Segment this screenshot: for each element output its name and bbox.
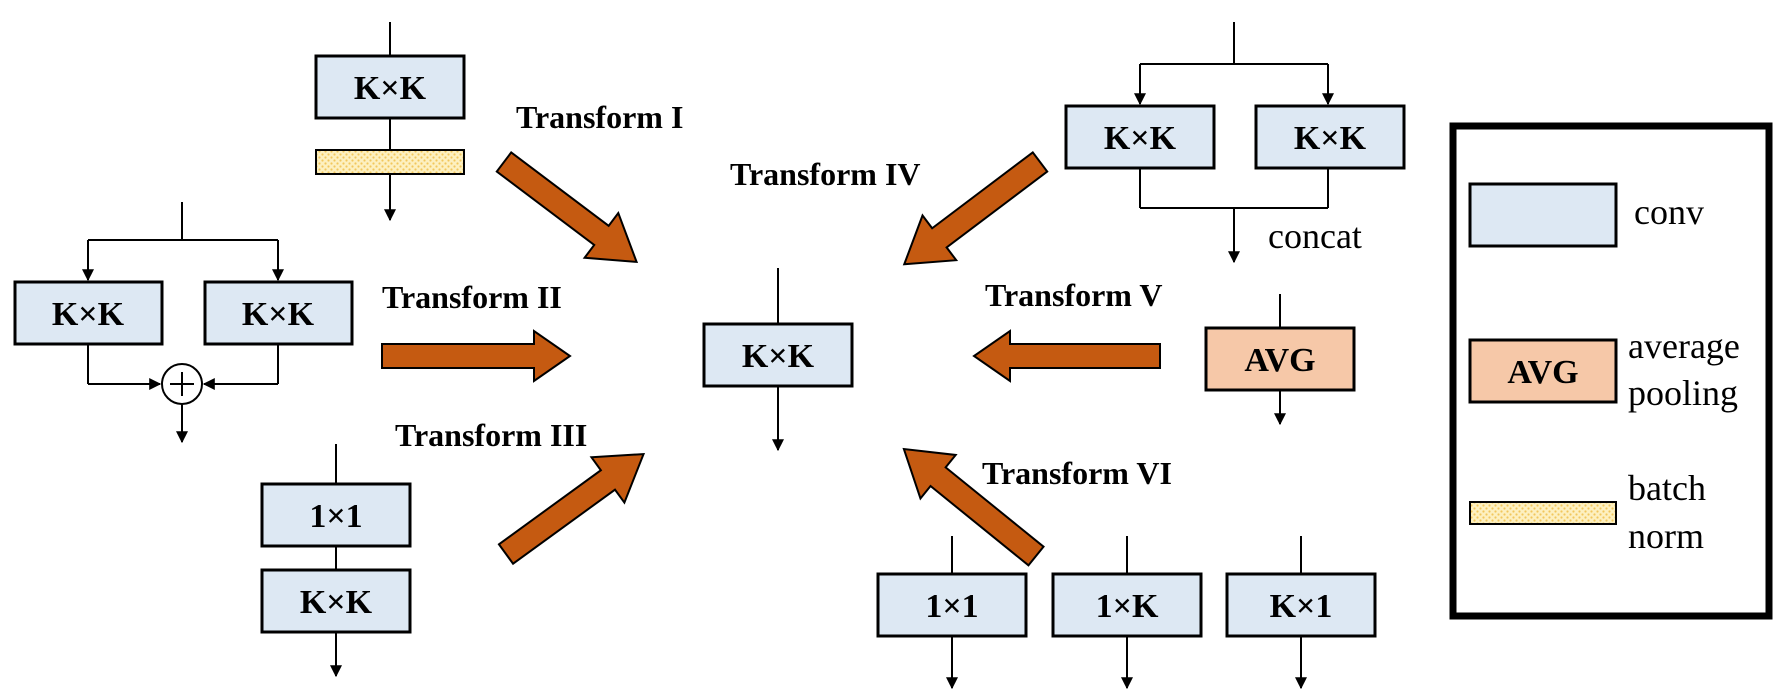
center-conv-label: K×K [742, 338, 815, 375]
t3-1x1-conv-label: 1×1 [309, 498, 362, 535]
t3-kxk-conv-label: K×K [300, 584, 373, 621]
transform-vi-block: 1×1 1×K K×1 [876, 536, 1377, 690]
legend-conv-label: conv [1634, 192, 1704, 232]
transform-vi-arrow [902, 447, 1045, 567]
transform-i-label: Transform I [516, 99, 683, 135]
center-block: K×K [702, 268, 854, 452]
transform-iv-label: Transform IV [730, 156, 921, 192]
transform-i-arrow [495, 151, 639, 264]
transform-v-label: Transform V [985, 277, 1162, 313]
t2-left-conv-box [13, 280, 164, 346]
t2-right-conv-label: K×K [242, 296, 315, 333]
legend-bn-label-line1: batch [1628, 468, 1706, 508]
t4-right-conv-label: K×K [1294, 120, 1367, 157]
legend-avg-swatch [1468, 338, 1618, 404]
concat-label: concat [1268, 216, 1362, 256]
transform-v-block: AVG [1204, 294, 1356, 426]
legend: conv AVG average pooling batch norm [1449, 122, 1773, 620]
transform-ii-arrow [381, 329, 572, 383]
t6-1xk-conv-box [1051, 572, 1203, 638]
transform-iii-block: 1×1 K×K [260, 444, 412, 678]
t3-1x1-conv-box [260, 482, 412, 548]
t5-avg-label: AVG [1244, 342, 1315, 379]
transform-iii-arrow [497, 452, 646, 566]
transform-ii-block: K×K K×K [13, 202, 354, 444]
legend-bn-label-line2: norm [1628, 516, 1704, 556]
t6-1x1-conv-box [876, 572, 1028, 638]
t2-right-conv-box [203, 280, 354, 346]
t3-kxk-conv-box [260, 568, 412, 634]
legend-avg-label-line1: average [1628, 326, 1740, 366]
legend-conv-swatch [1468, 182, 1618, 248]
t6-1x1-conv-label: 1×1 [925, 588, 978, 625]
legend-batchnorm-swatch [1469, 501, 1617, 525]
t1-conv-label: K×K [354, 70, 427, 107]
transform-iv-arrow [902, 151, 1049, 266]
t6-kx1-conv-label: K×1 [1270, 588, 1333, 625]
transform-vi-label: Transform VI [982, 455, 1172, 491]
t2-left-conv-label: K×K [52, 296, 125, 333]
transform-iv-block: K×K K×K concat [1064, 22, 1406, 264]
transform-ii-label: Transform II [382, 279, 562, 315]
t1-batchnorm-box [315, 149, 465, 175]
t6-1xk-conv-label: 1×K [1096, 588, 1159, 625]
t4-left-conv-label: K×K [1104, 120, 1177, 157]
transform-iii-label: Transform III [395, 417, 587, 453]
transform-i-block: K×K [314, 22, 466, 222]
legend-avg-swatch-text: AVG [1507, 354, 1578, 391]
t5-avg-box [1204, 326, 1356, 392]
t4-right-conv-box [1254, 104, 1406, 170]
legend-avg-label-line2: pooling [1628, 373, 1738, 413]
transform-v-arrow [972, 329, 1161, 383]
